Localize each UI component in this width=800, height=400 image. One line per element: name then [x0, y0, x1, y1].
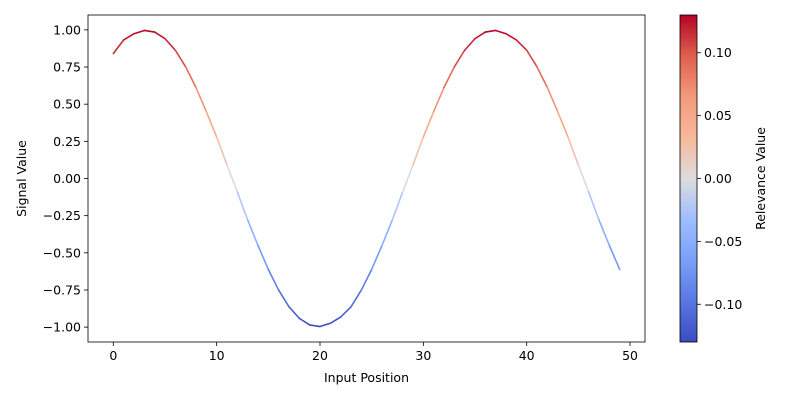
line-segment [339, 305, 352, 318]
x-axis-label: Input Position [324, 370, 409, 385]
line-segment [412, 136, 425, 166]
line-segment [277, 289, 290, 308]
x-tick-label: 50 [622, 348, 638, 363]
x-tick-label: 40 [519, 348, 535, 363]
line-segment [494, 29, 507, 35]
line-segment [587, 191, 600, 221]
line-segment [463, 37, 476, 52]
plot-area [88, 15, 645, 342]
line-segment [267, 268, 280, 291]
line-segment [598, 219, 611, 247]
line-segment [122, 32, 135, 41]
line-segment [215, 136, 228, 166]
line-segment [432, 86, 445, 113]
line-segment [329, 316, 342, 325]
line-segment [567, 136, 580, 166]
line-segment [184, 66, 197, 89]
line-segment [360, 268, 373, 291]
line-segment [236, 191, 249, 221]
line-segment [505, 32, 518, 41]
colorbar-tick-label: 0.05 [704, 108, 732, 123]
y-tick-label: −0.75 [43, 282, 81, 297]
line-segment [443, 66, 456, 89]
line-segment [556, 110, 569, 138]
y-tick-label: 0.00 [53, 171, 81, 186]
y-tick-label: −1.00 [43, 320, 81, 335]
line-segment [257, 244, 270, 271]
line-segment [153, 31, 166, 40]
y-tick-label: −0.50 [43, 245, 81, 260]
line-segment [515, 39, 528, 52]
line-segment [164, 37, 177, 52]
x-axis: 0 10 20 30 40 50 [109, 342, 638, 363]
y-tick-label: 0.50 [53, 97, 81, 112]
y-tick-label: −0.25 [43, 208, 81, 223]
line-segment [577, 164, 590, 193]
y-axis: 1.00 0.75 0.50 0.25 0.00 −0.25 −0.50 −0.75 −1.00 [43, 22, 88, 335]
line-segment [391, 191, 404, 221]
line-segment [546, 86, 559, 113]
y-tick-label: 0.25 [53, 134, 81, 149]
y-tick-label: 1.00 [53, 22, 81, 37]
colorbar-tick-label: −0.05 [704, 234, 742, 249]
line-segment [484, 29, 497, 33]
x-tick-label: 10 [209, 348, 225, 363]
line-segment [422, 110, 435, 138]
line-segment [370, 244, 383, 271]
line-segment [205, 110, 218, 138]
line-segment [246, 219, 259, 247]
line-segment [133, 29, 146, 35]
line-segment [525, 49, 538, 68]
line-segment [308, 324, 321, 328]
line-segment [174, 49, 187, 68]
line-segment [319, 322, 332, 328]
x-tick-label: 30 [415, 348, 431, 363]
colorbar-tick-label: −0.10 [704, 297, 742, 312]
line-segment [608, 244, 621, 271]
colorbar-axis: 0.10 0.05 0.00 −0.05 −0.10 [697, 45, 742, 312]
line-segment [381, 219, 394, 247]
line-segment [112, 39, 125, 55]
line-segment [536, 66, 549, 89]
x-tick-label: 20 [312, 348, 328, 363]
y-tick-label: 0.75 [53, 60, 81, 75]
line-segment [474, 31, 487, 40]
line-segment [401, 164, 414, 193]
line-segment [298, 317, 311, 326]
signal-line [112, 29, 621, 328]
line-segment [226, 164, 239, 193]
line-segment [195, 86, 208, 113]
y-axis-label: Signal Value [14, 140, 29, 217]
colorbar-tick-label: 0.10 [704, 45, 732, 60]
line-segment [288, 305, 301, 320]
colorbar-label: Relevance Value [753, 127, 768, 230]
x-tick-label: 0 [109, 348, 117, 363]
line-segment [453, 49, 466, 68]
colorbar-tick-label: 0.00 [704, 171, 732, 186]
colorbar [679, 14, 698, 343]
line-segment [350, 289, 363, 308]
line-segment [143, 29, 156, 33]
